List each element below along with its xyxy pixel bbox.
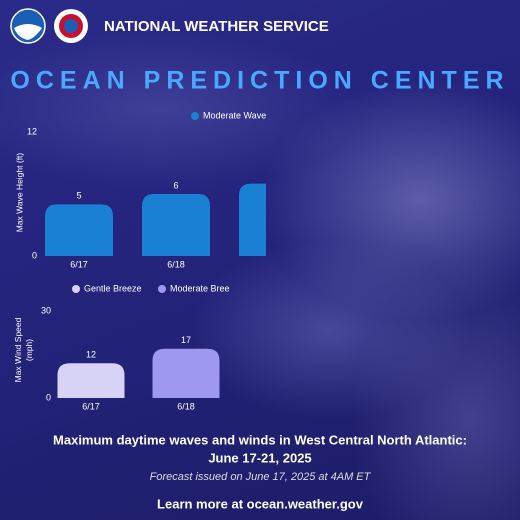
value-label: 6	[173, 180, 178, 190]
legend-marker	[72, 285, 80, 293]
legend-label: Moderate Bree	[170, 283, 230, 293]
caption-line-1: Maximum daytime waves and winds in West …	[53, 432, 467, 447]
x-tick-label: 6/17	[70, 259, 88, 269]
y-axis-label: Max Wave Height (ft)	[14, 152, 25, 233]
link-text[interactable]: Learn more at ocean.weather.gov	[157, 496, 364, 511]
value-label: 5	[76, 191, 81, 201]
x-tick-label: 6/17	[82, 401, 100, 411]
value-label: 17	[181, 335, 191, 345]
bar	[57, 363, 125, 398]
legend-marker	[191, 112, 199, 120]
bar	[45, 204, 113, 256]
bar	[239, 183, 266, 256]
bar	[142, 194, 210, 256]
y-axis-label: Max Wind Speed (mph)	[13, 317, 34, 383]
wind-chart: 0 30 Gentle Breeze Moderate Bree 6/17 12 6/18 1…	[41, 283, 230, 411]
y-tick-label: 0	[46, 392, 51, 402]
x-tick-label: 6/18	[177, 401, 195, 411]
issued-note: Forecast issued on June 17, 2025 at 4AM …	[150, 471, 372, 483]
y-tick-label: 12	[27, 126, 37, 136]
y-tick-label: 30	[41, 305, 51, 315]
value-label: 7	[270, 170, 275, 180]
legend-label: Gentle Breeze	[84, 283, 142, 293]
legend-marker	[158, 285, 166, 293]
bar	[152, 348, 220, 398]
noaa-logo-bird	[14, 24, 42, 40]
legend-label: Moderate Wave	[203, 110, 266, 120]
center-name: OCEAN PREDICTION CENTER	[10, 67, 509, 95]
wave-chart: 0 12 Moderate Wave 6/17 5 6/18 6 7	[27, 110, 275, 269]
org-name: NATIONAL WEATHER SERVICE	[104, 18, 329, 35]
nws-logo-center	[64, 19, 78, 33]
x-tick-label: 6/18	[167, 259, 185, 269]
caption-line-2: June 17-21, 2025	[208, 450, 311, 465]
value-label: 12	[86, 350, 96, 360]
y-tick-label: 0	[32, 250, 37, 260]
